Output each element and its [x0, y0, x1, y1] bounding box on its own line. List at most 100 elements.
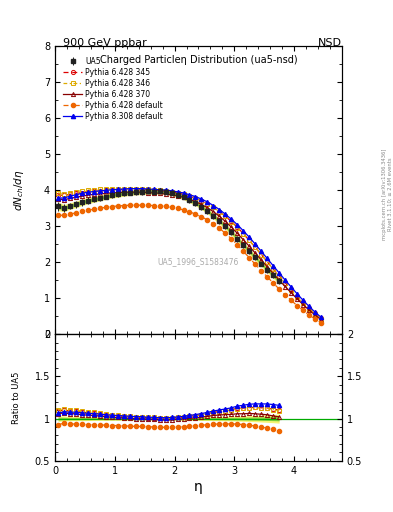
- Text: Rivet 3.1.10; ≥ 2.6M events: Rivet 3.1.10; ≥ 2.6M events: [388, 158, 393, 231]
- Legend: UA5, Pythia 6.428 345, Pythia 6.428 346, Pythia 6.428 370, Pythia 6.428 default,: UA5, Pythia 6.428 345, Pythia 6.428 346,…: [62, 56, 165, 122]
- Pythia 6.428 345: [73, 190, 78, 197]
- Pythia 8.308 default: [283, 277, 288, 283]
- Pythia 8.308 default: [157, 187, 162, 193]
- Pythia 8.308 default: [301, 297, 305, 303]
- Pythia 8.308 default: [217, 206, 222, 212]
- Pythia 6.428 346: [109, 186, 114, 192]
- Pythia 6.428 345: [259, 251, 264, 258]
- Pythia 6.428 default: [187, 208, 192, 215]
- Pythia 6.428 345: [79, 189, 84, 196]
- Pythia 6.428 default: [127, 202, 132, 208]
- Pythia 6.428 370: [175, 193, 180, 199]
- Pythia 6.428 346: [319, 316, 323, 322]
- Pythia 6.428 346: [289, 287, 294, 293]
- Pythia 8.308 default: [193, 194, 198, 200]
- Text: UA5_1996_S1583476: UA5_1996_S1583476: [158, 258, 239, 267]
- Pythia 6.428 345: [187, 193, 192, 199]
- Pythia 6.428 default: [103, 204, 108, 210]
- Pythia 6.428 346: [181, 191, 186, 197]
- Pythia 6.428 345: [127, 186, 132, 193]
- Pythia 6.428 370: [187, 197, 192, 203]
- Pythia 6.428 346: [265, 259, 270, 265]
- Pythia 6.428 346: [157, 187, 162, 193]
- Pythia 6.428 345: [217, 208, 222, 215]
- Pythia 6.428 default: [289, 297, 294, 303]
- Pythia 6.428 370: [73, 194, 78, 200]
- Y-axis label: Ratio to UA5: Ratio to UA5: [11, 371, 20, 423]
- Pythia 6.428 370: [253, 250, 257, 256]
- Pythia 6.428 370: [86, 192, 90, 198]
- Pythia 6.428 345: [241, 230, 246, 237]
- Pythia 6.428 370: [247, 243, 252, 249]
- Pythia 8.308 default: [247, 234, 252, 240]
- Pythia 6.428 default: [181, 207, 186, 213]
- Pythia 6.428 346: [103, 186, 108, 192]
- Pythia 6.428 346: [271, 266, 275, 272]
- Pythia 6.428 default: [247, 254, 252, 261]
- Pythia 6.428 370: [289, 290, 294, 296]
- X-axis label: η: η: [194, 480, 203, 494]
- Pythia 6.428 370: [307, 307, 311, 313]
- Pythia 8.308 default: [169, 188, 174, 194]
- Pythia 6.428 346: [313, 311, 318, 317]
- Pythia 6.428 default: [151, 202, 156, 208]
- Pythia 6.428 345: [92, 188, 96, 194]
- Pythia 6.428 default: [205, 217, 210, 223]
- Pythia 6.428 346: [223, 214, 228, 220]
- Pythia 6.428 370: [79, 193, 84, 199]
- Pythia 8.308 default: [56, 195, 61, 201]
- Pythia 6.428 default: [86, 207, 90, 214]
- Pythia 6.428 345: [211, 204, 216, 210]
- Pythia 6.428 345: [247, 238, 252, 244]
- Pythia 6.428 370: [211, 208, 216, 215]
- Pythia 6.428 346: [229, 219, 234, 225]
- Pythia 6.428 345: [235, 224, 240, 230]
- Pythia 6.428 default: [79, 208, 84, 215]
- Pythia 6.428 345: [145, 187, 150, 193]
- Pythia 8.308 default: [211, 202, 216, 208]
- Pythia 6.428 370: [140, 189, 144, 195]
- Pythia 6.428 346: [163, 188, 168, 194]
- Pythia 8.308 default: [175, 189, 180, 195]
- Line: Pythia 6.428 346: Pythia 6.428 346: [56, 186, 323, 321]
- Pythia 6.428 370: [265, 264, 270, 270]
- Pythia 6.428 346: [145, 186, 150, 193]
- Pythia 6.428 default: [307, 312, 311, 318]
- Pythia 6.428 346: [116, 185, 120, 191]
- Pythia 8.308 default: [140, 185, 144, 191]
- Pythia 6.428 370: [301, 302, 305, 308]
- Pythia 6.428 default: [193, 211, 198, 217]
- Pythia 8.308 default: [187, 191, 192, 198]
- Line: Pythia 8.308 default: Pythia 8.308 default: [56, 186, 323, 319]
- Pythia 6.428 default: [157, 203, 162, 209]
- Pythia 6.428 346: [92, 187, 96, 193]
- Pythia 6.428 default: [235, 242, 240, 248]
- Pythia 6.428 345: [223, 214, 228, 220]
- Pythia 6.428 345: [289, 286, 294, 292]
- Pythia 6.428 default: [73, 210, 78, 216]
- Pythia 8.308 default: [265, 255, 270, 262]
- Pythia 6.428 346: [97, 186, 102, 193]
- Pythia 6.428 default: [265, 274, 270, 280]
- Pythia 6.428 default: [217, 225, 222, 231]
- Pythia 6.428 370: [97, 191, 102, 197]
- Pythia 6.428 346: [283, 280, 288, 286]
- Pythia 6.428 default: [301, 307, 305, 313]
- Pythia 6.428 default: [68, 211, 72, 217]
- Pythia 6.428 default: [199, 214, 204, 220]
- Pythia 6.428 345: [97, 188, 102, 194]
- Pythia 6.428 345: [116, 187, 120, 193]
- Pythia 8.308 default: [62, 195, 66, 201]
- Pythia 6.428 346: [79, 188, 84, 194]
- Pythia 6.428 345: [295, 293, 299, 299]
- Pythia 6.428 370: [205, 205, 210, 211]
- Pythia 6.428 370: [121, 189, 126, 195]
- Pythia 6.428 346: [193, 195, 198, 201]
- Pythia 6.428 346: [175, 189, 180, 196]
- Pythia 6.428 346: [127, 185, 132, 191]
- Pythia 8.308 default: [205, 199, 210, 205]
- Pythia 6.428 345: [265, 259, 270, 265]
- Pythia 8.308 default: [103, 187, 108, 194]
- Pythia 6.428 345: [140, 187, 144, 193]
- Pythia 6.428 default: [109, 204, 114, 210]
